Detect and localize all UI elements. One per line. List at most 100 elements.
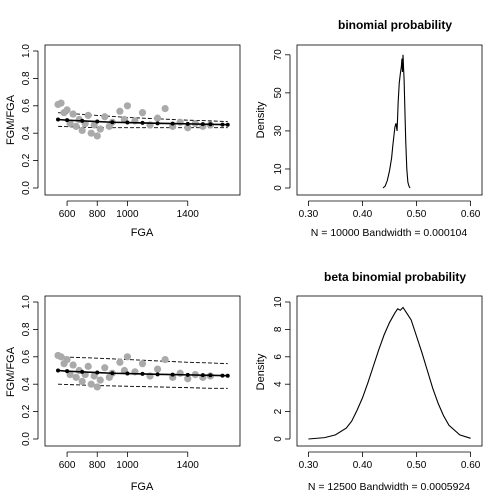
observed-point — [169, 373, 177, 381]
observed-point — [138, 360, 147, 368]
x-tick-label: 1400 — [177, 209, 200, 220]
observed-point — [184, 375, 192, 383]
fitted-point — [65, 118, 70, 123]
fitted-point — [80, 369, 85, 374]
fitted-point — [56, 117, 61, 122]
density-line — [382, 54, 411, 189]
y-tick-label: 0 — [273, 436, 284, 442]
panel-2-x-label: N = 10000 Bandwidth = 0.000104 — [311, 227, 468, 239]
fitted-point — [200, 373, 205, 378]
observed-point — [66, 371, 74, 379]
observed-point — [78, 377, 86, 386]
fitted-point — [200, 122, 205, 127]
x-tick-label: 1000 — [116, 460, 139, 471]
panel-2-y-ticks: 0 10 30 50 70 — [273, 49, 291, 191]
fitted-point — [155, 372, 160, 377]
fitted-point — [95, 370, 100, 375]
x-tick-label: 1000 — [116, 209, 139, 220]
panel-1-x-ticks: 600 800 1000 1400 — [59, 200, 200, 220]
x-tick-label: 600 — [59, 460, 76, 471]
panel-2-x-ticks: 0.30 0.40 0.50 0.60 — [299, 200, 481, 220]
observed-point — [138, 109, 147, 117]
observed-point — [176, 118, 184, 126]
observed-point — [153, 365, 162, 373]
y-tick-label: 70 — [273, 49, 284, 61]
x-tick-label: 0.60 — [461, 209, 481, 220]
fitted-point — [56, 368, 61, 373]
observed-point — [63, 106, 71, 114]
fitted-point — [170, 372, 175, 377]
fitted-point — [208, 122, 213, 127]
observed-point — [116, 358, 124, 366]
observed-point — [93, 132, 101, 140]
observed-point — [116, 107, 124, 115]
x-tick-label: 1400 — [177, 460, 200, 471]
observed-point — [66, 120, 74, 128]
observed-point — [93, 383, 101, 391]
fitted-point — [110, 371, 115, 376]
fitted-point — [185, 121, 190, 126]
observed-point — [69, 110, 77, 118]
fitted-point — [125, 120, 130, 125]
x-tick-label: 0.30 — [299, 209, 319, 220]
panel-top-left-scatter: 600 800 1000 1400 0.0 0.2 0.4 0.6 0.8 1.0 FGA FG… — [5, 44, 241, 239]
y-tick-label: 0.2 — [21, 153, 32, 167]
observed-point — [101, 364, 109, 372]
x-tick-label: 0.40 — [353, 460, 373, 471]
panel-1-y-ticks: 0.0 0.2 0.4 0.6 0.8 1.0 — [21, 44, 39, 195]
y-tick-label: 0 — [273, 185, 284, 191]
observed-point — [69, 361, 77, 369]
panel-3-x-label: FGA — [131, 481, 154, 493]
observed-point — [90, 121, 98, 129]
y-tick-label: 0.0 — [21, 432, 32, 446]
panel-top-right-density: binomial probability 0.30 0.40 0.50 0.60 0 1… — [255, 18, 483, 239]
density-line — [308, 306, 471, 440]
fitted-point — [110, 120, 115, 125]
panel-1-plot-box — [44, 44, 241, 196]
y-tick-label: 2 — [273, 408, 284, 414]
x-tick-label: 600 — [59, 209, 76, 220]
observed-point — [87, 129, 95, 137]
interval-upper-line — [58, 356, 228, 365]
fitted-point — [220, 373, 225, 378]
y-tick-label: 0.6 — [21, 349, 32, 363]
observed-point — [169, 122, 177, 130]
fitted-point — [140, 371, 145, 376]
observed-point — [57, 353, 65, 361]
y-tick-label: 10 — [273, 163, 284, 175]
observed-point — [90, 372, 98, 380]
fitted-point — [65, 369, 70, 374]
observed-point — [96, 125, 104, 133]
panel-3-y-ticks: 0.0 0.2 0.4 0.6 0.8 1.0 — [21, 295, 39, 446]
y-tick-label: 0.8 — [21, 322, 32, 336]
fitted-point — [155, 121, 160, 126]
panel-1-y-label: FGM/FGA — [5, 94, 17, 145]
observed-point — [123, 353, 132, 361]
observed-point — [84, 111, 92, 119]
y-tick-label: 0.2 — [21, 404, 32, 418]
x-tick-label: 800 — [89, 209, 106, 220]
x-tick-label: 0.40 — [353, 209, 373, 220]
panel-3-x-ticks: 600 800 1000 1400 — [59, 451, 200, 471]
fitted-point — [170, 121, 175, 126]
panel-4-y-ticks: 0 2 4 6 8 10 — [273, 296, 291, 442]
observed-point — [123, 102, 132, 110]
fitted-point — [140, 120, 145, 125]
panel-bottom-right-density: beta binomial probability 0.30 0.40 0.50 0.… — [255, 270, 483, 493]
observed-point — [72, 122, 80, 130]
observed-point — [96, 376, 104, 384]
interval-lower-line — [58, 383, 228, 389]
y-tick-label: 8 — [273, 326, 284, 332]
y-tick-label: 10 — [273, 296, 284, 308]
observed-point — [153, 114, 162, 122]
panel-2-title: binomial probability — [338, 18, 452, 32]
y-tick-label: 0.4 — [21, 377, 32, 391]
observed-point — [87, 380, 95, 388]
observed-point — [176, 369, 184, 377]
observed-point — [101, 113, 109, 121]
fitted-point — [220, 122, 225, 127]
y-tick-label: 0.6 — [21, 98, 32, 112]
fitted-point — [208, 373, 213, 378]
y-tick-label: 50 — [273, 87, 284, 99]
